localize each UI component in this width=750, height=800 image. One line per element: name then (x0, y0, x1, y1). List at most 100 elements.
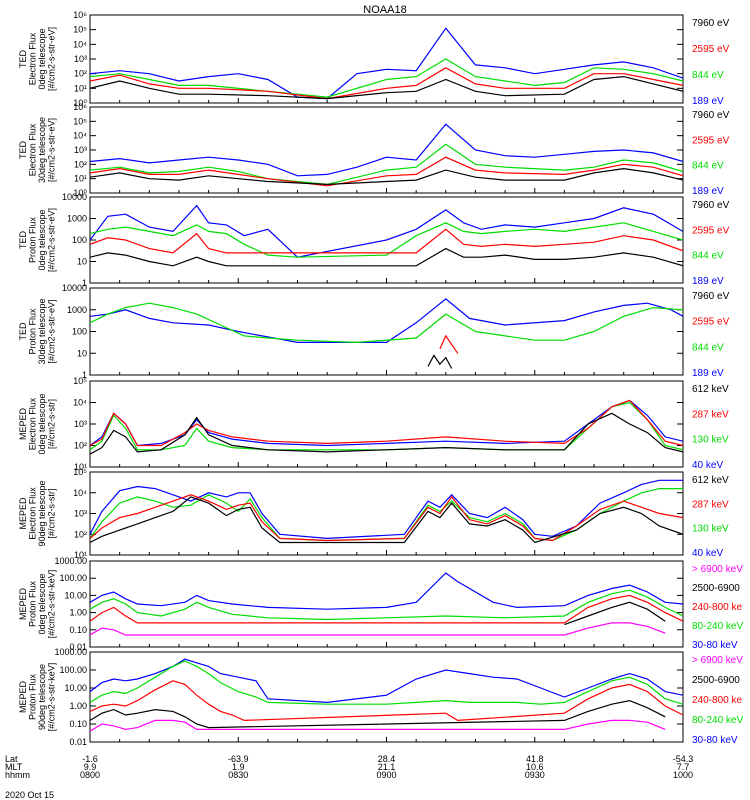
y-axis-label: MEPED Proton Flux 90deg telescope [#/cm2-s-… (18, 663, 57, 732)
y-axis-label-line: MEPED (18, 408, 28, 441)
y-tick-label: 1 (82, 370, 87, 380)
y-tick-label: 10⁴ (73, 131, 87, 141)
series-line--6900-kev (90, 622, 666, 636)
legend-entry: 30-80 keV (692, 640, 738, 651)
legend-entry: 130 keV (692, 435, 729, 446)
series-line-2595-ev (90, 156, 683, 187)
legend-entry: 2595 eV (692, 44, 730, 55)
y-axis-label-line: 0deg telescope (37, 393, 47, 454)
y-axis-label-line: TED (18, 322, 28, 341)
y-axis-label-line: MEPED (18, 588, 28, 621)
x-axis-value: 41.8 (526, 754, 544, 764)
x-axis-value: 1.9 (232, 762, 245, 772)
y-axis-label-line: Proton Flux (27, 580, 37, 627)
series-line-30-80-kev (90, 572, 683, 610)
y-axis-label-line: Proton Flux (27, 216, 37, 263)
legend-entry: 40 keV (692, 548, 723, 559)
legend-entry: > 6900 keV (692, 564, 743, 575)
y-tick-label: 10² (74, 441, 87, 451)
x-axis-value: 0830 (228, 770, 248, 780)
legend-entry: 844 eV (692, 70, 724, 81)
y-tick-label: 10000 (62, 192, 87, 202)
x-axis-value: 1000 (673, 770, 693, 780)
series-line-844-ev (90, 222, 683, 258)
y-tick-label: 0.01 (69, 737, 87, 747)
legend-entry: 40 keV (692, 460, 723, 471)
panel-ted-e-0: 10⁰ 10¹ 10² 10³ 10⁴ 10⁵ 10⁶ TED Electron Flux 0de… (18, 10, 730, 108)
y-tick-label: 10³ (74, 145, 87, 155)
y-tick-label: 0.10 (69, 719, 87, 729)
series-line-80-240-kev (90, 589, 683, 621)
series-line--6900-kev (90, 719, 666, 732)
series-line-612-kev (90, 496, 683, 544)
series-line-287-kev (90, 399, 683, 447)
series-line-2500-6900 (90, 699, 666, 729)
y-tick-label: 10⁰ (73, 188, 87, 198)
series-line-844-ev (90, 143, 683, 186)
y-tick-label: 10² (74, 529, 87, 539)
legend-entry: 287 keV (692, 409, 729, 420)
y-tick-label: 100 (72, 235, 87, 245)
series-line-844-ev (90, 302, 683, 344)
y-axis-label-line: Electron Flux (27, 32, 37, 85)
legend-entry: 7960 eV (692, 291, 730, 302)
y-tick-label: 10³ (74, 54, 87, 64)
y-axis-label-line: Proton Flux (27, 308, 37, 355)
panel-meped-e-0: 10¹ 10² 10³ 10⁴ 10⁵ MEPED Electron Flux 0deg te… (18, 376, 729, 472)
legend-entry: 189 eV (692, 186, 724, 197)
series-line-2595-ev (90, 228, 683, 254)
legend-entry: 2595 eV (692, 225, 730, 236)
y-tick-label: 10.00 (64, 590, 87, 600)
legend-entry: 612 keV (692, 475, 729, 486)
y-tick-label: 10¹ (74, 83, 87, 93)
y-axis-label-line: Proton Flux (27, 673, 37, 720)
legend-entry: 844 eV (692, 161, 724, 172)
y-tick-label: 10 (77, 257, 87, 267)
y-tick-label: 10⁴ (73, 488, 87, 498)
legend-entry: 844 eV (692, 251, 724, 262)
series-line-240-800-ke (90, 594, 683, 624)
series-line-612-kev (90, 412, 683, 455)
x-axis-value: -1.6 (82, 754, 98, 764)
y-axis-label-line: [#/cm2-s-str-eV] (46, 208, 56, 272)
legend-entry: 189 eV (692, 368, 724, 379)
y-tick-label: 1.00 (69, 608, 87, 618)
y-axis-label-line: Electron Flux (27, 123, 37, 176)
legend-entry: 7960 eV (692, 18, 730, 29)
y-axis-label-line: 90deg telescope (37, 480, 47, 546)
y-axis-label: MEPED Electron Flux 90deg telescope [#/cm2-… (18, 480, 57, 546)
x-axis-row-label: hhmm (5, 770, 30, 780)
y-tick-label: 0.01 (69, 642, 87, 652)
y-tick-label: 10⁰ (73, 98, 87, 108)
y-tick-label: 10 (77, 348, 87, 358)
x-axis-value: 21.1 (378, 762, 396, 772)
x-axis-value: -54.3 (673, 754, 694, 764)
y-axis-label-line: Electron Flux (27, 397, 37, 450)
series-line-30-80-kev (90, 658, 683, 704)
y-tick-label: 100.00 (59, 665, 87, 675)
y-tick-label: 1000.00 (54, 556, 87, 566)
series-line-40-kev (90, 479, 683, 540)
legend-entry: 240-800 ke (692, 695, 742, 706)
panel-meped-p-0: 0.01 0.10 1.00 10.00 100.00 1000.00 MEPED Proto… (18, 556, 744, 652)
y-tick-label: 10⁶ (73, 10, 87, 20)
series-line-240-800-ke (90, 680, 683, 722)
series-line-7960-ev (90, 75, 683, 100)
legend-entry: > 6900 keV (692, 655, 743, 666)
y-axis-label: TED Electron Flux 30deg telescope [#/cm2-s-… (18, 117, 57, 183)
series-line-189-ev (90, 27, 683, 100)
y-axis-label: TED Electron Flux 0deg telescope [#/cm2-s-s… (18, 27, 57, 91)
y-axis-label: TED Proton Flux 0deg telescope [#/cm2-s-str… (18, 208, 57, 272)
y-tick-label: 1000 (67, 305, 87, 315)
legend-entry: 7960 eV (692, 110, 730, 121)
y-axis-label-line: Electron Flux (27, 487, 37, 540)
series-line-7960-ev (427, 354, 453, 369)
y-tick-label: 1 (82, 278, 87, 288)
y-axis-label-line: TED (18, 140, 28, 159)
y-tick-label: 10¹ (74, 174, 87, 184)
y-axis-label: MEPED Electron Flux 0deg telescope [#/cm2-s… (18, 393, 57, 454)
y-tick-label: 10⁴ (73, 39, 87, 49)
x-axis-labels: Lat -1.6 -63.9 28.4 41.8 -54.3 MLT 9.9 1.9 21.1 10… (5, 754, 693, 780)
y-tick-label: 10⁶ (73, 102, 87, 112)
